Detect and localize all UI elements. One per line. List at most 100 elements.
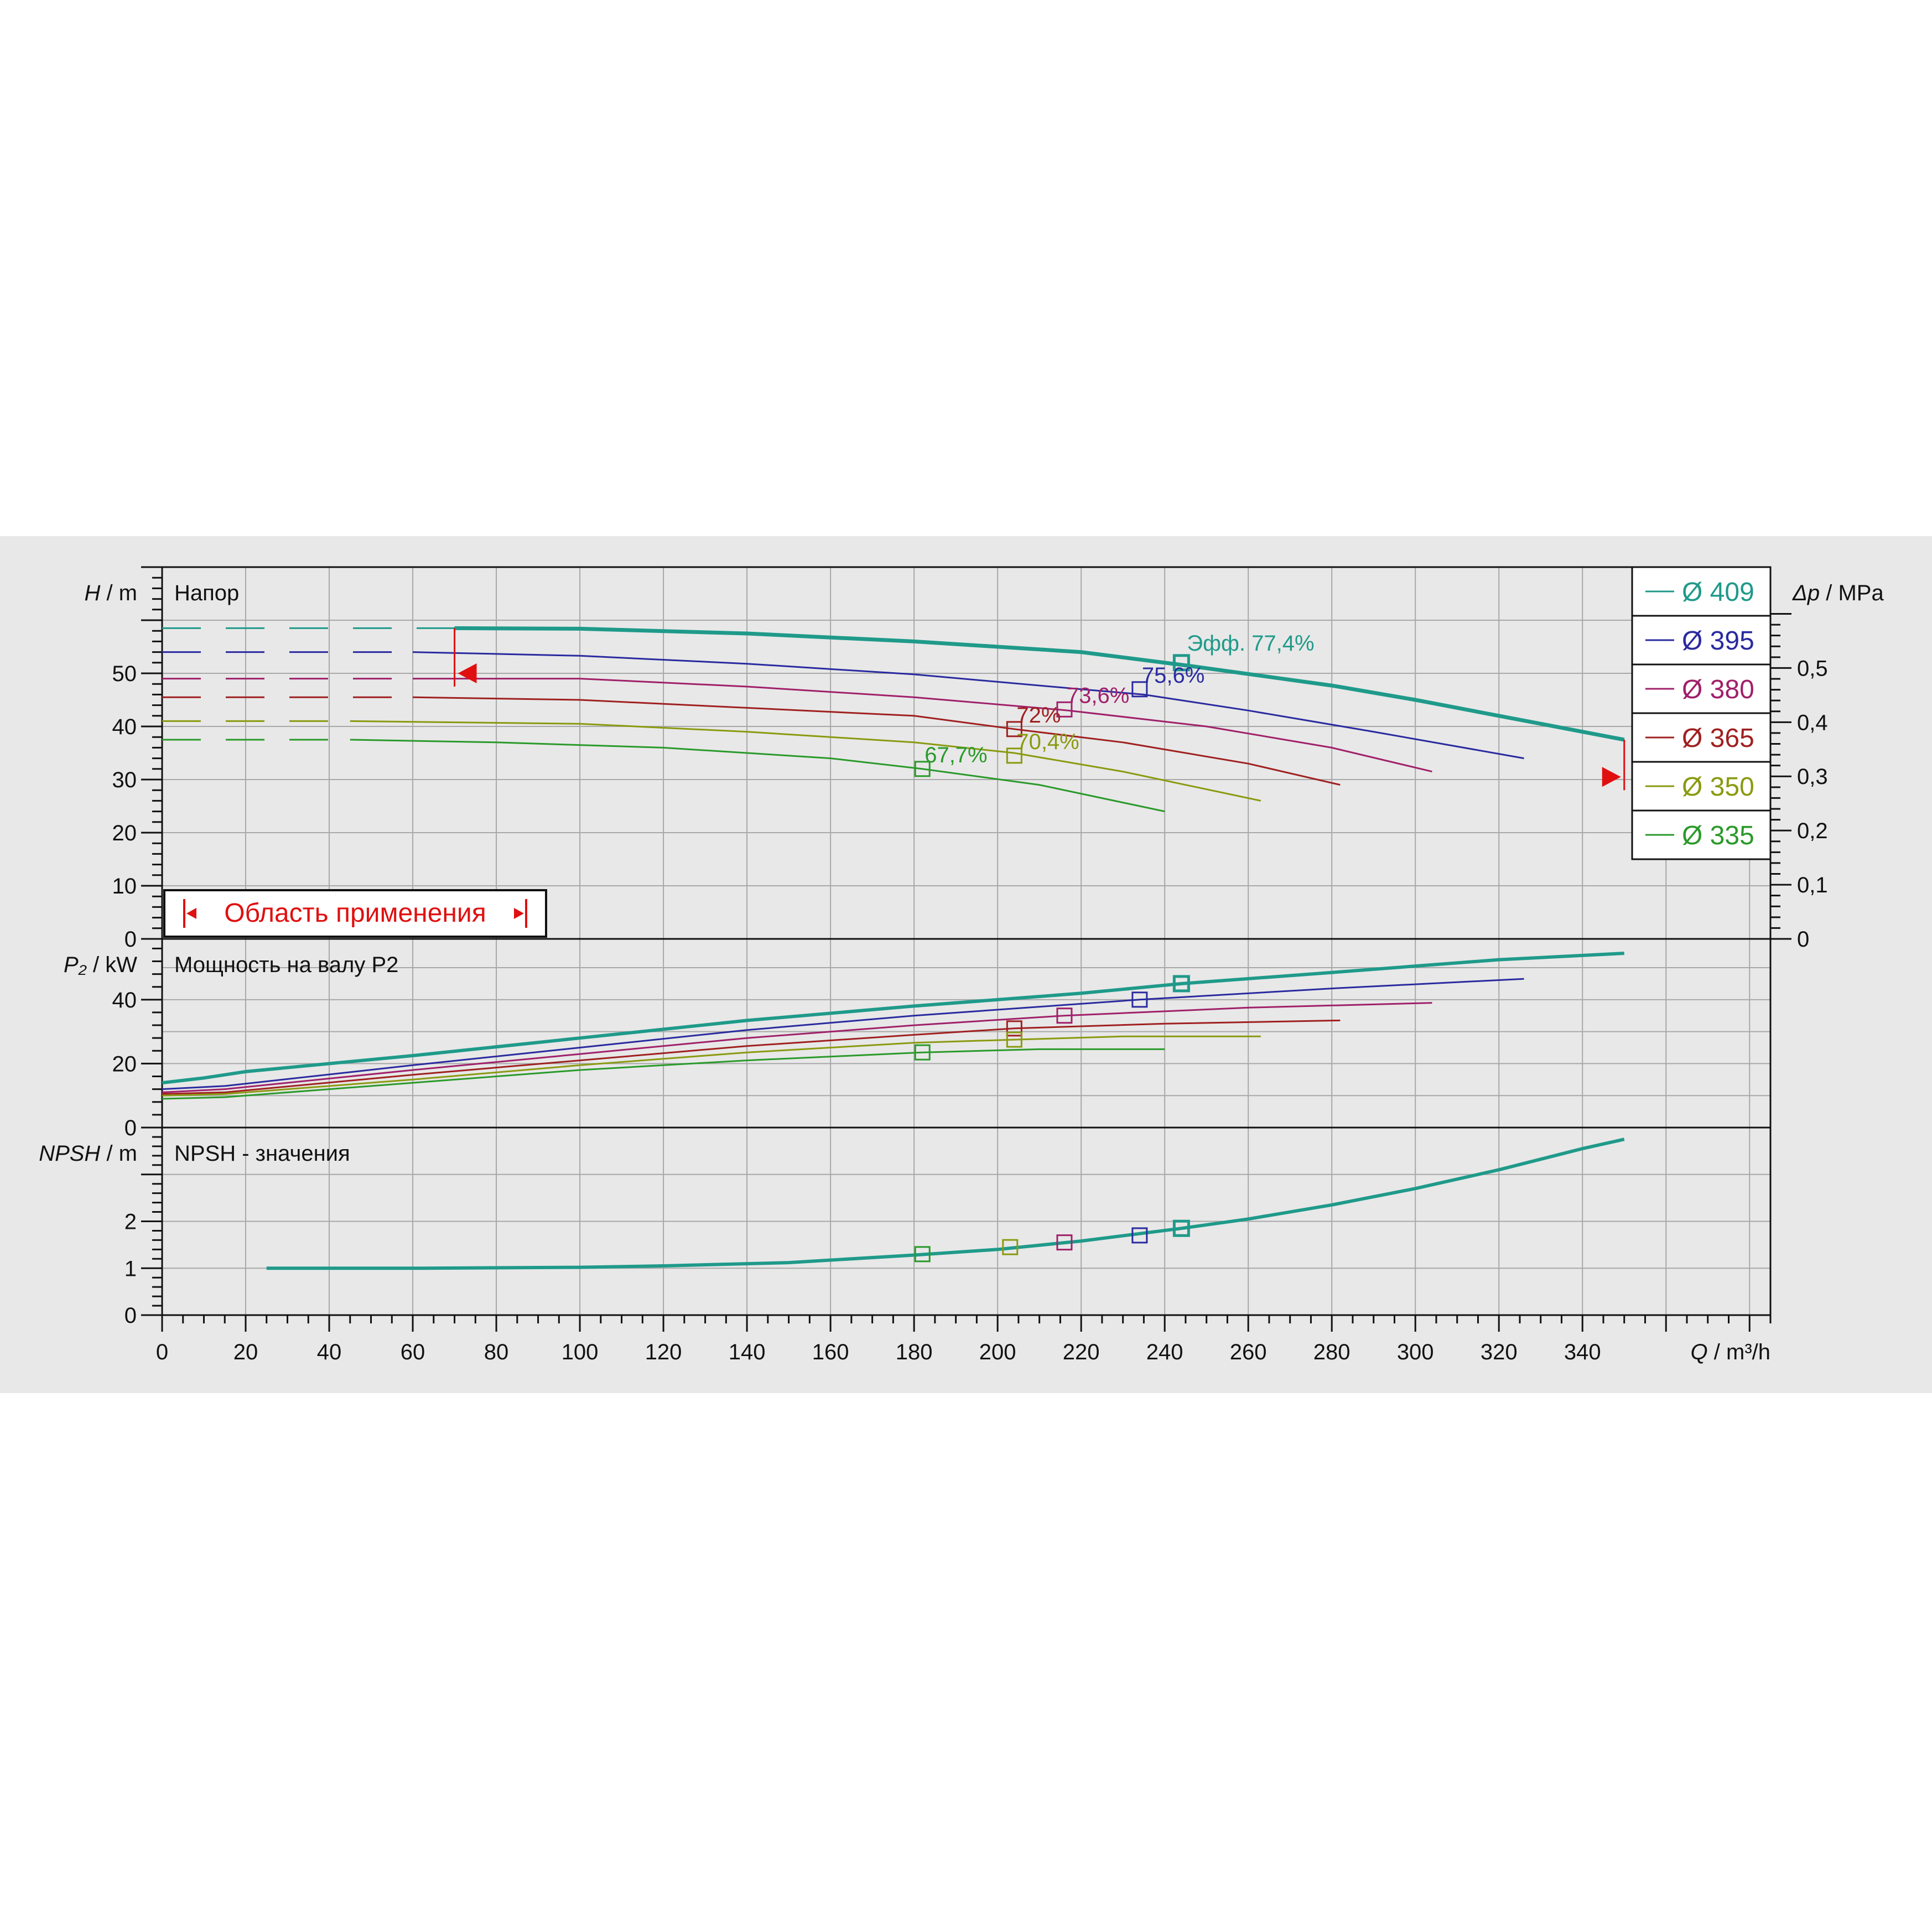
bep-label-1: Эфф. 77,4% bbox=[1187, 631, 1314, 656]
x-tick-label: 0 bbox=[156, 1340, 168, 1364]
x-axis-var: Q bbox=[1691, 1340, 1708, 1364]
x-axis-label: Q / m³/h bbox=[1691, 1340, 1770, 1364]
bep-marker-npsh-4 bbox=[1131, 1227, 1148, 1244]
y2-tick-label: 0,4 bbox=[1797, 710, 1828, 735]
x-tick-label: 60 bbox=[401, 1340, 425, 1364]
panel-title-head: Напор bbox=[174, 581, 239, 605]
x-tick-label: 280 bbox=[1313, 1340, 1351, 1364]
bep-marker-head-4 bbox=[1006, 721, 1022, 738]
legend-item-label: Ø 409 bbox=[1682, 578, 1754, 607]
y-axis-unit-head: m bbox=[119, 581, 137, 605]
x-tick-label: 260 bbox=[1230, 1340, 1267, 1364]
bep-marker-power-5 bbox=[1006, 1031, 1022, 1048]
power-curve-6 bbox=[162, 1048, 1165, 1100]
power-curve-5 bbox=[162, 1035, 1261, 1097]
y-axis-var-npsh: NPSH bbox=[39, 1141, 100, 1166]
x-tick-label: 80 bbox=[484, 1340, 509, 1364]
bep-marker-npsh-2 bbox=[1002, 1239, 1019, 1255]
range-left-arrow bbox=[186, 908, 196, 919]
y-tick-label-head: 20 bbox=[112, 821, 137, 845]
y2-axis-var: Δp bbox=[1792, 581, 1820, 605]
y2-tick-label: 0,3 bbox=[1797, 765, 1828, 789]
x-tick-label: 340 bbox=[1564, 1340, 1601, 1364]
bep-label-4: 72% bbox=[1016, 703, 1061, 728]
bep-marker-head-1 bbox=[1172, 654, 1190, 672]
legend-item-label: Ø 380 bbox=[1682, 675, 1754, 704]
y-tick-label-power: 40 bbox=[112, 988, 137, 1012]
panel-title-power: Мощность на валу P2 bbox=[174, 953, 398, 977]
head-curve-5 bbox=[350, 720, 1261, 802]
bep-marker-power-1 bbox=[1172, 975, 1190, 993]
application-range-box bbox=[163, 889, 547, 938]
bep-label-2: 75,6% bbox=[1142, 663, 1204, 688]
x-tick-label: 180 bbox=[896, 1340, 933, 1364]
bep-marker-power-2 bbox=[1131, 991, 1148, 1008]
bep-marker-head-6 bbox=[914, 761, 931, 777]
bep-marker-npsh-3 bbox=[1056, 1234, 1073, 1251]
legend-item-label: Ø 335 bbox=[1682, 821, 1754, 850]
q-min-limit-arrow bbox=[458, 663, 477, 683]
bep-label-5: 70,4% bbox=[1016, 730, 1079, 754]
bep-label-3: 73,6% bbox=[1067, 683, 1129, 708]
legend: Ø 409 Ø 395 Ø 380 Ø 365 Ø 350 Ø 335 bbox=[1631, 566, 1772, 860]
head-curve-6 bbox=[350, 739, 1165, 813]
power-curve-4 bbox=[162, 1019, 1341, 1095]
y-tick-label-head: 0 bbox=[124, 927, 137, 952]
power-curve-3 bbox=[162, 1002, 1432, 1093]
x-tick-label: 200 bbox=[979, 1340, 1016, 1364]
x-tick-label: 140 bbox=[729, 1340, 766, 1364]
axes-layer bbox=[141, 566, 1791, 1332]
power-curve-1 bbox=[162, 952, 1624, 1085]
range-right-arrow bbox=[514, 908, 524, 919]
x-tick-label: 300 bbox=[1397, 1340, 1434, 1364]
legend-item-label: Ø 350 bbox=[1682, 772, 1754, 802]
application-range-label: Область применения bbox=[224, 899, 486, 928]
x-tick-label: 120 bbox=[645, 1340, 682, 1364]
series-layer bbox=[162, 626, 1625, 1270]
legend-item-label: Ø 365 bbox=[1682, 724, 1754, 753]
y-tick-label-npsh: 1 bbox=[124, 1256, 137, 1281]
y-tick-label-power: 20 bbox=[112, 1052, 137, 1076]
y2-tick-label: 0,5 bbox=[1797, 656, 1828, 681]
y2-tick-label: 0 bbox=[1797, 927, 1809, 952]
x-tick-label: 220 bbox=[1063, 1340, 1100, 1364]
grid-layer bbox=[162, 567, 1770, 1316]
y-tick-label-head: 40 bbox=[112, 715, 137, 739]
bep-marker-head-5 bbox=[1006, 747, 1022, 764]
x-axis-sep: / bbox=[1708, 1340, 1726, 1364]
y-tick-label-head: 50 bbox=[112, 662, 137, 686]
head-curve-2 bbox=[412, 651, 1524, 760]
x-tick-label: 100 bbox=[562, 1340, 599, 1364]
bep-marker-npsh-1 bbox=[914, 1246, 931, 1263]
y-axis-sep-npsh: / bbox=[100, 1141, 118, 1166]
bep-marker-power-4 bbox=[1006, 1020, 1022, 1037]
panel-title-npsh: NPSH - значения bbox=[174, 1141, 350, 1166]
q-max-limit-arrow bbox=[1602, 767, 1621, 787]
y2-axis-sep: / bbox=[1820, 581, 1838, 605]
bep-marker-power-3 bbox=[1056, 1007, 1073, 1024]
legend-item-label: Ø 395 bbox=[1682, 626, 1754, 656]
bep-marker-head-2 bbox=[1131, 681, 1148, 698]
y-tick-label-npsh: 2 bbox=[124, 1210, 137, 1234]
y-tick-label-power: 0 bbox=[124, 1116, 137, 1140]
head-curve-3 bbox=[413, 678, 1432, 773]
x-tick-label: 240 bbox=[1146, 1340, 1183, 1364]
x-tick-label: 20 bbox=[233, 1340, 258, 1364]
y-axis-var-head: H bbox=[84, 581, 100, 605]
bep-marker-head-3 bbox=[1056, 701, 1073, 718]
y-axis-sep-power: / bbox=[87, 953, 105, 977]
npsh-curve bbox=[266, 1138, 1625, 1270]
y2-axis-label: Δp / MPa bbox=[1792, 581, 1884, 605]
bep-label-6: 67,7% bbox=[925, 743, 987, 767]
y-tick-label-head: 30 bbox=[112, 768, 137, 792]
bep-marker-npsh-5 bbox=[1172, 1219, 1190, 1237]
y-tick-label-head: 10 bbox=[112, 874, 137, 899]
y-axis-label-head: H / m bbox=[84, 581, 137, 605]
x-axis-unit: m³/h bbox=[1726, 1340, 1770, 1364]
y-tick-label-npsh: 0 bbox=[124, 1303, 137, 1328]
head-curve-4 bbox=[412, 696, 1341, 786]
y-axis-unit-power: kW bbox=[105, 953, 137, 977]
power-curve-2 bbox=[162, 978, 1524, 1090]
